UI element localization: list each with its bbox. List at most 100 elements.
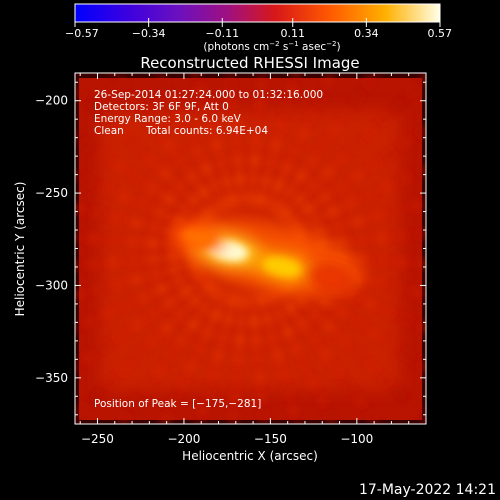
fringe-blob	[281, 99, 291, 116]
fringe-blob	[171, 215, 187, 226]
fringe-blob	[218, 195, 229, 211]
fringe-blob	[301, 203, 316, 216]
fringe-blob	[218, 329, 228, 346]
y-axis-label: Heliocentric Y (arcsec)	[13, 182, 27, 317]
fringe-blob	[333, 181, 348, 193]
fringe-blob	[433, 228, 450, 238]
fringe-blob	[343, 198, 359, 209]
annotation-peak: Position of Peak = [−175,−281]	[94, 398, 261, 410]
colorbar-units-exp: −2	[269, 40, 279, 48]
fringe-blob	[223, 311, 234, 328]
fringe-blob	[317, 137, 330, 152]
fringe-blob	[426, 195, 444, 208]
fringe-blob	[84, 234, 101, 244]
fringe-blob	[167, 264, 183, 275]
fringe-blob	[89, 389, 103, 403]
fringe-blob	[188, 294, 201, 308]
fringe-blob	[448, 380, 466, 396]
source-emission	[170, 219, 364, 297]
fringe-blob	[162, 138, 175, 153]
fringe-blob	[89, 208, 106, 219]
fringe-blob	[415, 165, 426, 177]
fringe-blob	[178, 204, 193, 216]
fringe-blob	[147, 222, 164, 233]
fringe-blob	[164, 348, 177, 363]
fringe-blob	[75, 261, 81, 271]
fringe-blob	[468, 139, 486, 154]
fringe-blob	[190, 267, 205, 279]
fringe-blob	[75, 402, 89, 416]
fringe-blob	[291, 341, 302, 357]
fringe-blob	[256, 292, 267, 309]
fringe-blob	[293, 193, 307, 207]
fringe-blob	[298, 126, 309, 142]
fringe-blob	[0, 226, 1, 236]
annotation-detectors: Detectors: 3F 6F 9F, Att 0	[94, 101, 229, 113]
fringe-blob	[289, 143, 301, 159]
fringe-blob	[231, 370, 241, 387]
fringe-blob	[416, 322, 426, 333]
fringe-blob	[213, 348, 223, 364]
fringe-blob	[253, 351, 263, 368]
fringe-blob	[160, 411, 172, 424]
fringe-blob	[97, 340, 112, 353]
fringe-blob	[340, 106, 353, 121]
fringe-blob	[153, 207, 169, 219]
colorbar-units-part: (photons cm	[203, 41, 269, 53]
fringe-blob	[236, 313, 246, 330]
colorbar-tick-label: 0.11	[280, 27, 305, 40]
fringe-blob	[379, 373, 393, 387]
fringe-blob	[318, 295, 333, 308]
fringe-blob	[353, 235, 370, 245]
fringe-blob	[308, 307, 322, 321]
fringe-blob	[146, 307, 161, 320]
fringe-blob	[389, 282, 406, 293]
fringe-blob	[281, 160, 292, 176]
fringe-blob	[335, 152, 349, 166]
fringe-blob	[128, 274, 145, 285]
fringe-blob	[128, 218, 144, 228]
fringe-blob	[407, 400, 422, 414]
fringe-blob	[379, 181, 395, 193]
fringe-blob	[283, 184, 296, 199]
fringe-blob	[117, 362, 131, 376]
fringe-blob	[135, 291, 151, 303]
fringe-blob	[264, 464, 274, 481]
fringe-blob	[210, 307, 222, 323]
fringe-blob	[169, 393, 180, 410]
fringe-blob	[128, 92, 141, 107]
colorbar-tick-label: −0.34	[132, 27, 166, 40]
fringe-blob	[267, 329, 278, 346]
fringe-blob	[158, 75, 169, 91]
fringe-blob	[195, 82, 206, 98]
fringe-blob	[96, 150, 111, 162]
fringe-blob	[116, 76, 129, 91]
fringe-blob	[108, 213, 125, 223]
fringe-blob	[493, 265, 500, 275]
fringe-blob	[222, 173, 233, 190]
fringe-blob	[373, 256, 390, 266]
fringe-blob	[31, 298, 49, 311]
fringe-blob	[209, 200, 222, 215]
fringe-blob	[262, 311, 272, 327]
fringe-blob	[450, 147, 468, 162]
colorbar-ticks: −0.57 −0.34 −0.11 0.11 0.34 0.57	[65, 18, 452, 40]
fringe-blob	[75, 232, 81, 242]
fringe-blob	[311, 226, 328, 237]
fringe-blob	[198, 301, 211, 317]
fringe-blob	[226, 76, 236, 93]
fringe-blob	[316, 393, 328, 408]
fringe-blob	[210, 286, 222, 301]
fringe-blob	[380, 306, 396, 317]
fringe-blob	[351, 347, 365, 361]
fringe-blob	[363, 125, 377, 139]
fringe-blob	[79, 139, 94, 152]
fringe-blob	[307, 179, 321, 193]
y-tick-label: −250	[35, 186, 68, 200]
footer-timestamp: 17-May-2022 14:21	[359, 482, 496, 498]
fringe-blob	[336, 333, 350, 347]
fringe-blob	[291, 73, 302, 79]
fringe-blob	[75, 203, 86, 214]
fringe-blob	[147, 269, 164, 280]
fringe-blob	[261, 173, 271, 190]
